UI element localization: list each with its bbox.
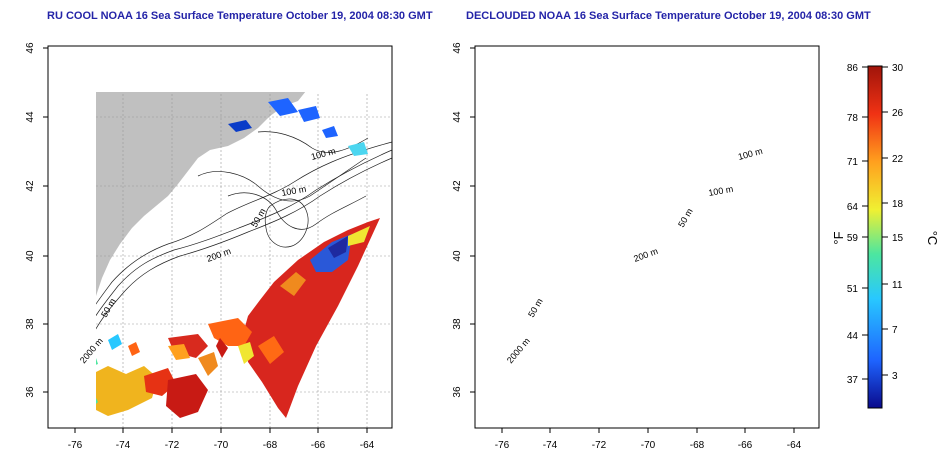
colorbar-c-tick: 15 — [892, 233, 904, 244]
colorbar-c-tick: 11 — [892, 280, 903, 291]
contour-label: 100 m — [708, 184, 734, 198]
x-tick-label: -76 — [495, 440, 510, 451]
x-tick-label: -74 — [116, 440, 131, 451]
y-tick-label: 40 — [452, 250, 463, 262]
y-tick-label: 42 — [452, 180, 463, 192]
contour-label: 100 m — [737, 146, 764, 162]
y-tick-label: 38 — [25, 318, 36, 330]
temperature-colorbar: 86 78 71 64 59 51 44 37 30 26 22 18 15 1… — [831, 63, 940, 409]
x-tick-label: -70 — [214, 440, 229, 451]
x-tick-label: -66 — [311, 440, 326, 451]
x-tick-label: -74 — [543, 440, 558, 451]
colorbar-f-tick: 71 — [847, 157, 859, 168]
x-tick-label: -66 — [738, 440, 753, 451]
contour-label: 100 m — [281, 184, 307, 198]
x-tick-label: -72 — [592, 440, 607, 451]
colorbar-c-tick: 7 — [892, 325, 898, 336]
colorbar-f-tick: 37 — [847, 375, 859, 386]
y-tick-label: 44 — [452, 111, 463, 123]
colorbar-c-tick: 18 — [892, 199, 904, 210]
x-tick-label: -70 — [641, 440, 656, 451]
x-tick-label: -64 — [787, 440, 802, 451]
x-tick-label: -76 — [68, 440, 83, 451]
y-tick-label: 46 — [452, 42, 463, 54]
colorbar-f-tick: 64 — [847, 202, 859, 213]
colorbar-f-tick: 78 — [847, 113, 859, 124]
colorbar-c-tick: 3 — [892, 371, 898, 382]
x-tick-label: -68 — [690, 440, 705, 451]
x-tick-label: -68 — [263, 440, 278, 451]
y-tick-label: 44 — [25, 111, 36, 123]
map-title-raw: RU COOL NOAA 16 Sea Surface Temperature … — [47, 10, 433, 22]
sst-map-raw — [47, 45, 393, 429]
colorbar-c-tick: 26 — [892, 108, 904, 119]
colorbar-f-tick: 44 — [847, 331, 859, 342]
map-title-declouded: DECLOUDED NOAA 16 Sea Surface Temperatur… — [466, 10, 871, 22]
sst-swath-raw — [96, 98, 380, 418]
y-tick-label: 38 — [452, 318, 463, 330]
contour-label: 200 m — [632, 246, 659, 264]
colorbar-fahrenheit-label: °F — [831, 231, 846, 244]
contour-label: 50 m — [676, 207, 695, 229]
colorbar-f-tick: 51 — [847, 284, 859, 295]
colorbar-f-tick: 59 — [847, 233, 859, 244]
contour-label: 50 m — [526, 297, 545, 319]
colorbar-c-tick: 30 — [892, 63, 904, 74]
x-tick-label: -64 — [360, 440, 375, 451]
y-tick-label: 36 — [25, 386, 36, 398]
colorbar-f-tick: 86 — [847, 63, 859, 74]
x-tick-label: -72 — [165, 440, 180, 451]
y-tick-label: 40 — [25, 250, 36, 262]
contour-label: 2000 m — [505, 336, 532, 365]
colorbar-celsius-label: °C — [925, 231, 940, 246]
colorbar-c-tick: 22 — [892, 154, 904, 165]
y-tick-label: 36 — [452, 386, 463, 398]
sst-declouded-patches — [511, 60, 781, 402]
y-tick-label: 46 — [25, 42, 36, 54]
sst-map-declouded — [474, 45, 820, 429]
y-tick-label: 42 — [25, 180, 36, 192]
